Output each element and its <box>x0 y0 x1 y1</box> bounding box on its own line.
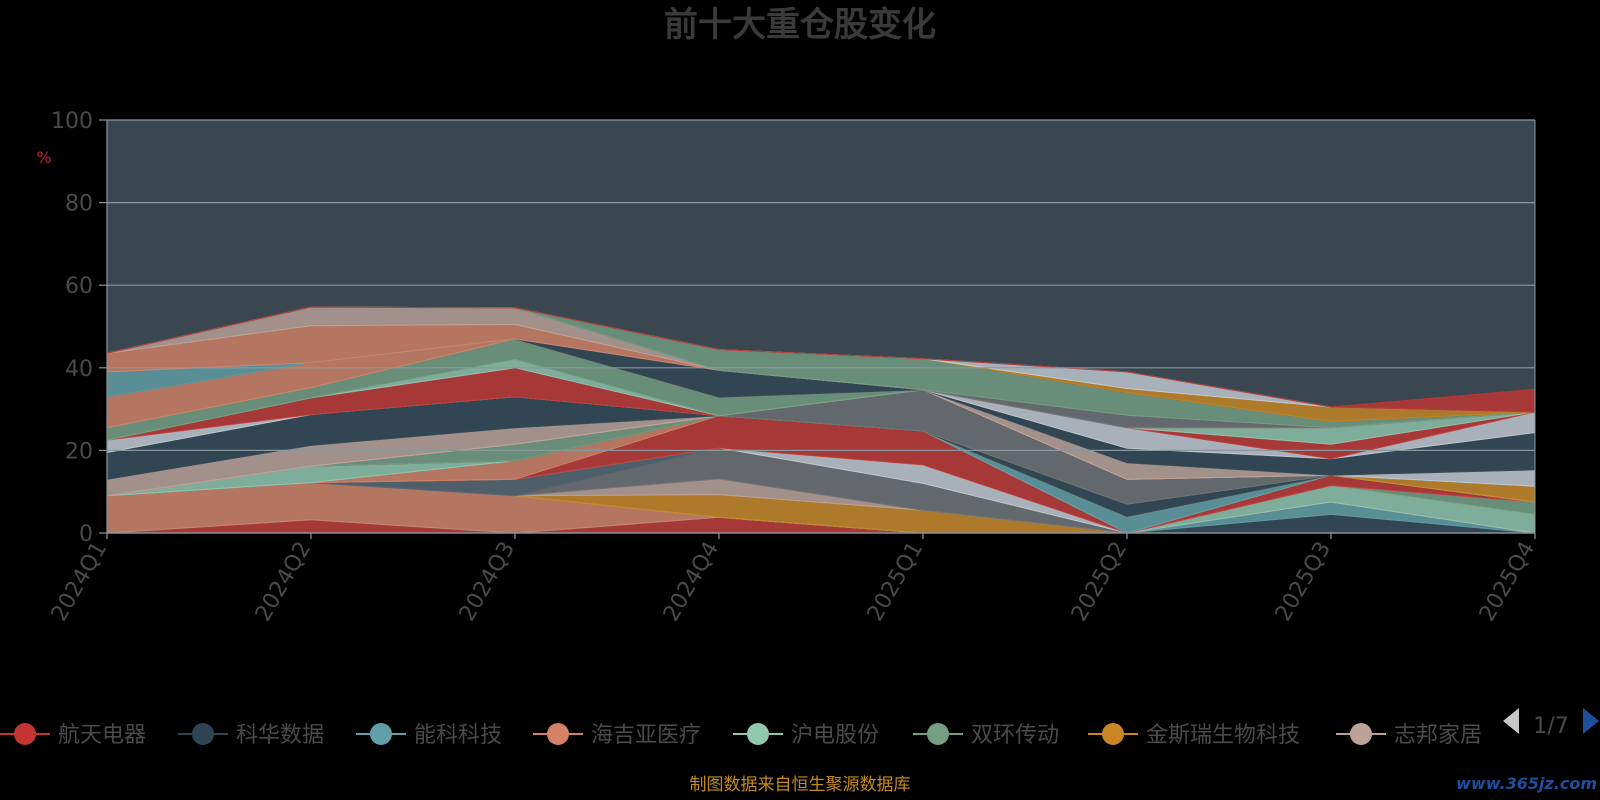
legend: 航天电器 科华数据 能科科技 海吉亚医疗 沪电股份 双环传动 金斯瑞生物科技 志邦家居 <box>0 723 1482 748</box>
x-tick-label: 2025Q2 <box>1067 538 1132 626</box>
legend-marker-icon <box>1350 723 1372 745</box>
legend-marker-icon <box>370 723 392 745</box>
legend-marker-icon <box>927 723 949 745</box>
legend-item[interactable]: 航天电器 <box>0 723 146 748</box>
legend-item[interactable]: 科华数据 <box>178 723 324 748</box>
chart-title: 前十大重仓股变化 <box>664 5 936 45</box>
area-layer <box>106 306 1536 534</box>
legend-label: 金斯瑞生物科技 <box>1146 723 1300 748</box>
legend-marker-icon <box>747 723 769 745</box>
legend-label: 航天电器 <box>58 723 146 748</box>
legend-label: 科华数据 <box>236 723 324 748</box>
x-tick-label: 2024Q3 <box>455 538 520 626</box>
x-tick-label: 2024Q2 <box>251 538 316 626</box>
legend-item[interactable]: 海吉亚医疗 <box>533 723 701 748</box>
y-tick-label: 80 <box>65 192 93 217</box>
legend-marker-icon <box>1102 723 1124 745</box>
legend-marker-icon <box>192 723 214 745</box>
legend-item[interactable]: 沪电股份 <box>733 723 879 748</box>
legend-marker-icon <box>547 723 569 745</box>
legend-label: 沪电股份 <box>791 723 879 748</box>
legend-next-page-icon[interactable] <box>1583 708 1599 734</box>
x-tick-label: 2025Q1 <box>863 538 928 626</box>
y-tick-label: 0 <box>79 522 93 547</box>
legend-item[interactable]: 双环传动 <box>913 723 1059 748</box>
legend-page-indicator: 1/7 <box>1533 714 1568 739</box>
legend-label: 海吉亚医疗 <box>591 723 701 748</box>
y-tick-label: 60 <box>65 274 93 299</box>
watermark: www.365jz.com <box>1456 774 1597 793</box>
legend-pager: 1/7 <box>1503 708 1599 739</box>
y-tick-label: 40 <box>65 357 93 382</box>
y-axis-unit: % <box>36 148 51 167</box>
legend-label: 双环传动 <box>971 723 1059 748</box>
x-tick-label: 2025Q4 <box>1475 538 1540 626</box>
legend-item[interactable]: 金斯瑞生物科技 <box>1088 723 1300 748</box>
legend-marker-icon <box>14 723 36 745</box>
legend-item[interactable]: 志邦家居 <box>1336 723 1482 748</box>
legend-label: 能科科技 <box>414 723 502 748</box>
y-tick-label: 100 <box>51 109 93 134</box>
legend-label: 志邦家居 <box>1394 723 1482 748</box>
legend-item[interactable]: 能科科技 <box>356 723 502 748</box>
legend-prev-page-icon[interactable] <box>1503 708 1519 734</box>
y-tick-label: 20 <box>65 439 93 464</box>
x-tick-label: 2024Q1 <box>47 538 112 626</box>
x-tick-label: 2024Q4 <box>659 538 724 626</box>
data-source-note: 制图数据来自恒生聚源数据库 <box>690 775 911 795</box>
x-tick-label: 2025Q3 <box>1271 538 1336 626</box>
